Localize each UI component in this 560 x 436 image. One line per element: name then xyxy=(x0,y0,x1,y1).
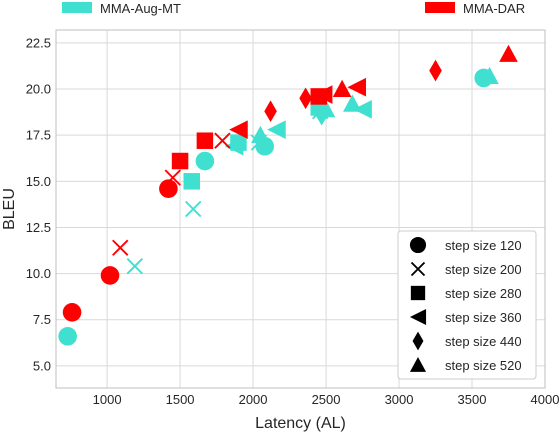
data-point-circle xyxy=(58,327,77,346)
x-tick-label: 3000 xyxy=(385,392,414,407)
y-tick-label: 22.5 xyxy=(26,35,51,50)
plot-area-frame xyxy=(55,29,546,389)
y-tick-label: 17.5 xyxy=(26,128,51,143)
marker-legend-label: step size 440 xyxy=(445,334,522,349)
series-legend: MMA-Aug-MT MMA-DAR xyxy=(62,1,525,16)
marker-legend: step size 120 step size 200 step size 280 s… xyxy=(397,230,537,380)
data-point-triangle-up xyxy=(499,44,518,62)
data-point-triangle-left xyxy=(347,77,366,97)
data-point-circle xyxy=(100,266,120,285)
marker-legend-label: step size 280 xyxy=(445,286,522,301)
series-mma-aug-mt xyxy=(58,66,499,346)
legend-marker-triangle-up xyxy=(409,356,427,372)
y-tick-label: 7.5 xyxy=(33,312,51,327)
data-point-circle xyxy=(159,179,178,199)
y-tick-label: 5.0 xyxy=(33,358,51,373)
legend-swatch xyxy=(425,2,455,13)
data-point-square xyxy=(171,152,189,170)
data-point-diamond xyxy=(429,59,442,82)
data-point-x xyxy=(164,169,181,186)
x-axis-title: Latency (AL) xyxy=(255,415,346,432)
marker-legend-label: step size 520 xyxy=(445,358,522,373)
data-point-diamond xyxy=(264,100,277,122)
y-axis-title: BLEU xyxy=(1,188,18,230)
legend-marker-diamond xyxy=(412,331,424,351)
y-tick-label: 20.0 xyxy=(26,82,51,97)
legend-marker-triangle-left xyxy=(409,308,427,326)
data-point-triangle-up xyxy=(480,66,499,85)
marker-legend-label: step size 200 xyxy=(445,262,522,277)
data-point-triangle-left xyxy=(313,85,333,104)
data-point-diamond xyxy=(299,87,312,110)
legend-marker-square xyxy=(410,285,426,301)
data-point-circle xyxy=(62,303,82,322)
x-tick-label: 2000 xyxy=(239,392,268,407)
legend-swatch xyxy=(62,2,92,13)
x-tick-label: 3500 xyxy=(458,392,487,407)
data-point-triangle-up xyxy=(343,94,362,112)
marker-legend-label: step size 360 xyxy=(445,310,522,325)
data-point-square xyxy=(196,132,214,149)
y-tick-label: 12.5 xyxy=(26,220,51,235)
data-points xyxy=(58,44,518,346)
data-point-x xyxy=(214,132,231,149)
legend-label: MMA-DAR xyxy=(463,1,525,16)
x-tick-label: 4000 xyxy=(531,392,560,407)
data-point-triangle-left xyxy=(224,136,244,156)
tick-labels: 1000 1500 2000 2500 3000 3500 4000 5.0 7.5 10.0 12… xyxy=(26,35,560,407)
x-tick-label: 2500 xyxy=(312,392,341,407)
data-point-triangle-up xyxy=(316,100,336,118)
legend-label: MMA-Aug-MT xyxy=(100,1,181,16)
data-point-triangle-up xyxy=(251,125,270,144)
data-point-square xyxy=(183,173,201,190)
data-point-triangle-left xyxy=(353,100,372,119)
data-point-triangle-left xyxy=(267,120,286,139)
data-point-triangle-left xyxy=(229,120,248,139)
marker-legend-label: step size 120 xyxy=(445,238,522,253)
legend-marker-circle xyxy=(409,236,427,254)
legend-marker-x xyxy=(410,261,426,277)
marker-legend-box xyxy=(397,230,537,380)
data-point-x xyxy=(185,200,202,218)
data-point-circle xyxy=(195,151,215,171)
data-point-x xyxy=(112,239,129,256)
series-mma-dar xyxy=(62,44,518,322)
x-tick-label: 1000 xyxy=(93,392,122,407)
data-point-x xyxy=(126,258,143,275)
data-point-triangle-up xyxy=(332,79,352,97)
y-tick-label: 15.0 xyxy=(26,174,51,189)
y-tick-label: 10.0 xyxy=(26,266,51,281)
x-tick-label: 1500 xyxy=(166,392,195,407)
